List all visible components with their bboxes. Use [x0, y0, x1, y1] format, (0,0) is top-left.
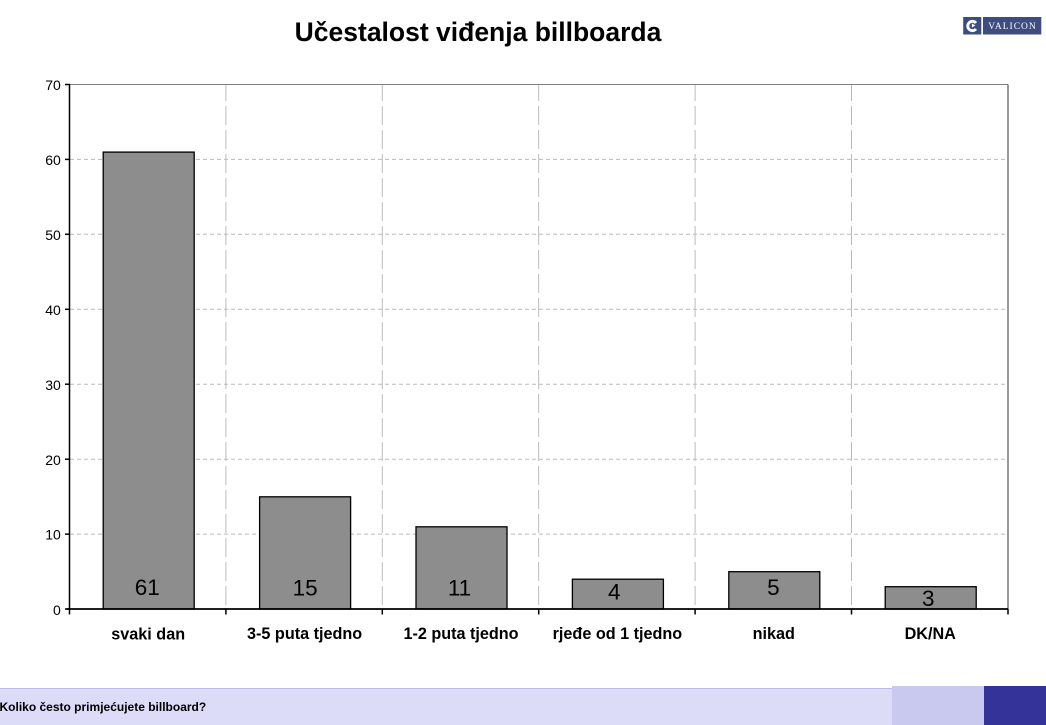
svg-text:40: 40 — [45, 302, 61, 318]
svg-text:Koliko često primjećujete bill: Koliko često primjećujete billboard? — [0, 700, 206, 714]
svg-text:DK/NA: DK/NA — [905, 625, 957, 643]
svg-text:3: 3 — [922, 586, 935, 611]
svg-text:1-2 puta tjedno: 1-2 puta tjedno — [403, 625, 518, 643]
svg-text:svaki dan: svaki dan — [111, 625, 185, 643]
svg-text:61: 61 — [135, 575, 160, 600]
svg-text:20: 20 — [45, 452, 61, 468]
svg-text:nikad: nikad — [753, 625, 795, 643]
svg-text:3-5 puta tjedno: 3-5 puta tjedno — [247, 625, 362, 643]
svg-text:70: 70 — [45, 77, 61, 93]
svg-text:10: 10 — [45, 527, 61, 543]
svg-text:0: 0 — [53, 602, 61, 618]
svg-text:5: 5 — [767, 575, 780, 600]
svg-text:50: 50 — [45, 227, 61, 243]
svg-text:Učestalost viđenja billboarda: Učestalost viđenja billboarda — [295, 17, 662, 47]
svg-text:60: 60 — [45, 152, 61, 168]
svg-text:15: 15 — [293, 575, 318, 600]
svg-text:30: 30 — [45, 377, 61, 393]
svg-text:VALICON: VALICON — [988, 22, 1037, 32]
svg-text:4: 4 — [608, 579, 621, 604]
svg-text:11: 11 — [448, 576, 471, 601]
svg-text:rjeđe od 1 tjedno: rjeđe od 1 tjedno — [553, 625, 683, 643]
